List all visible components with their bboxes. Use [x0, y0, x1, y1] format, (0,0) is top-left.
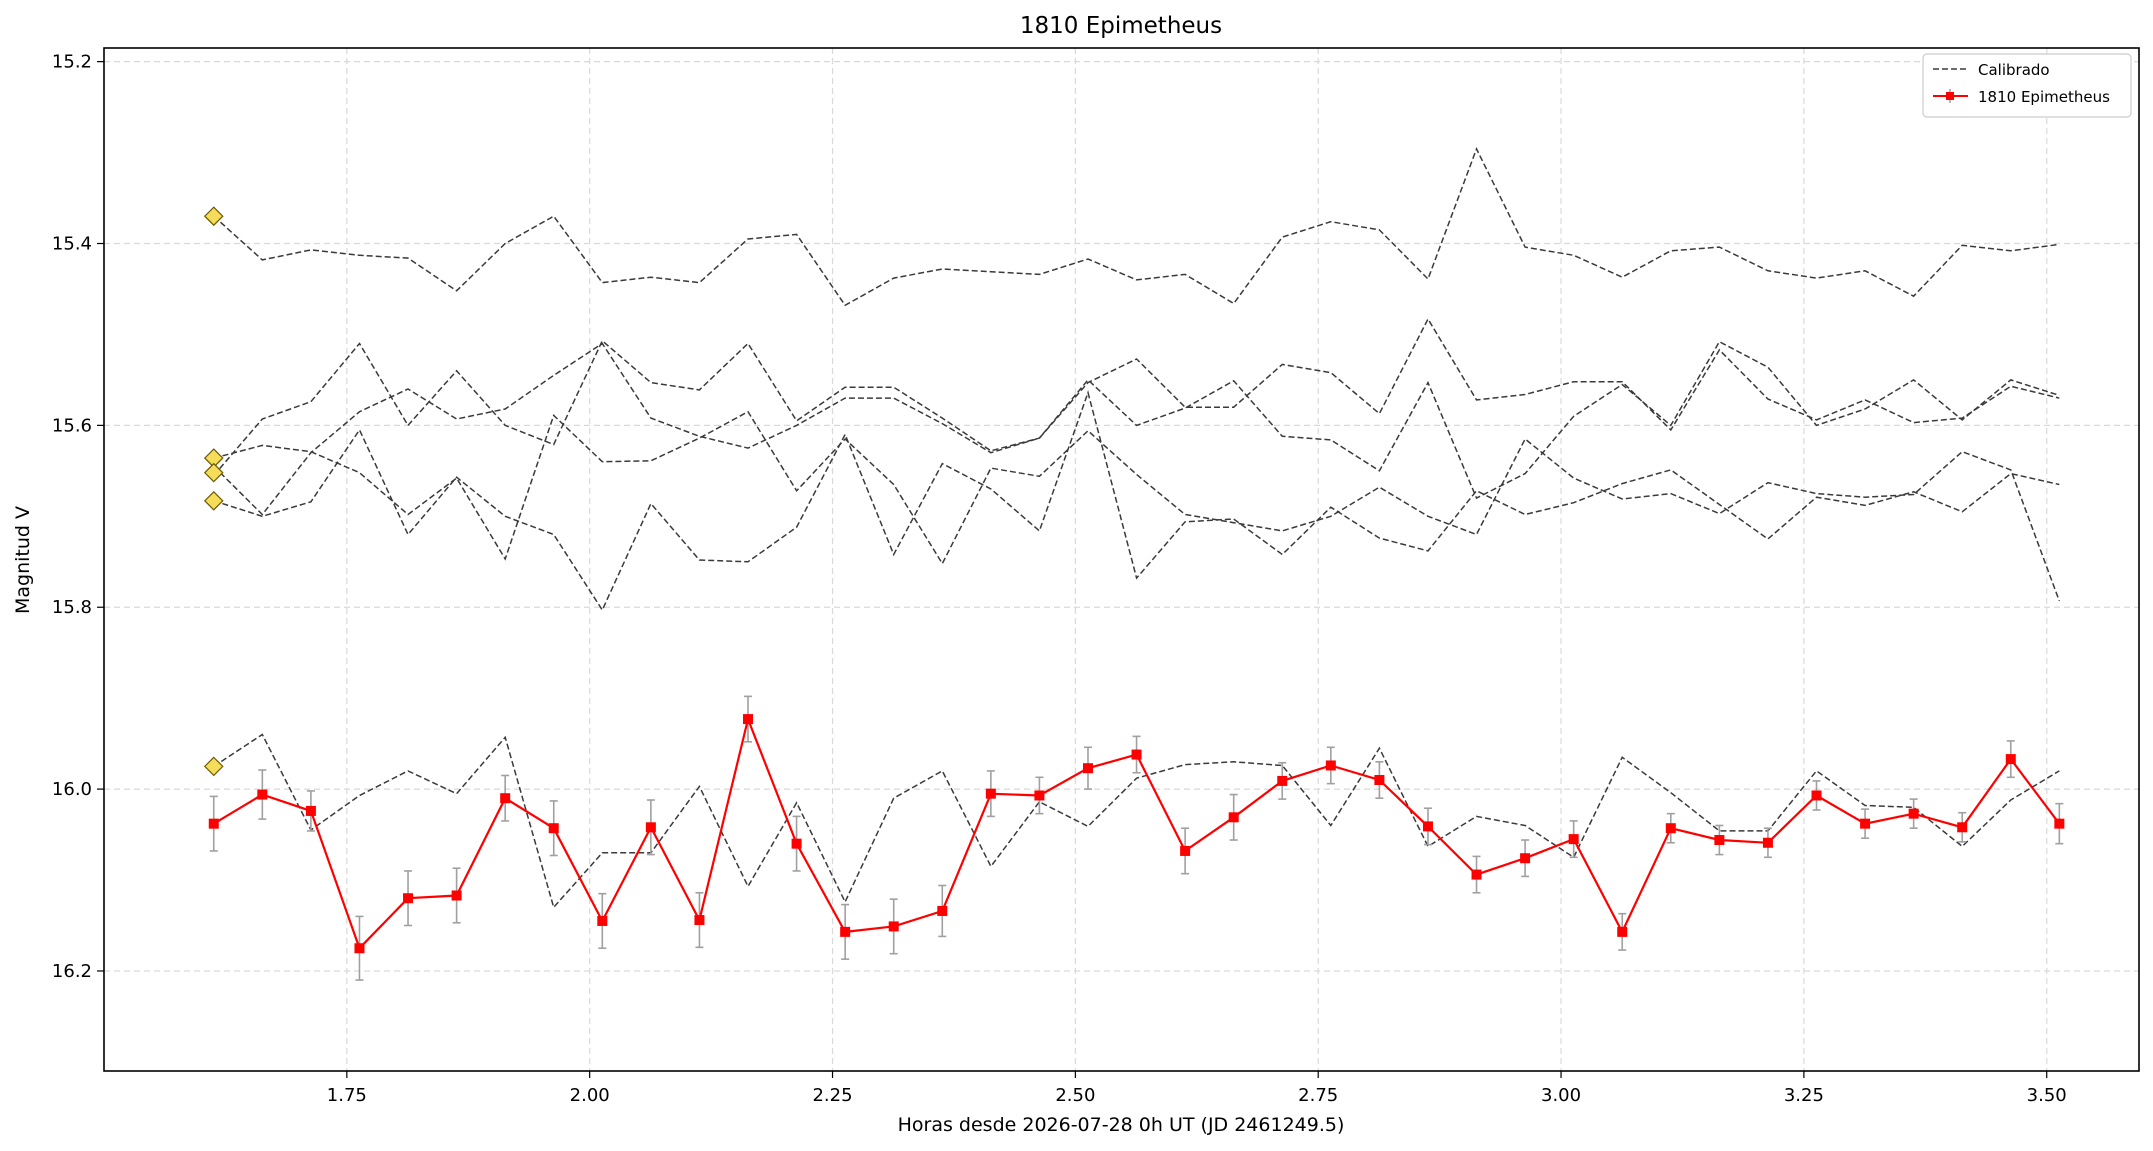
y-tick-label: 16.0 [52, 779, 92, 800]
target-point [1617, 926, 1628, 937]
x-axis-label: Horas desde 2026-07-28 0h UT (JD 2461249… [898, 1114, 1345, 1136]
target-point [1131, 749, 1142, 760]
chart-title: 1810 Epimetheus [1020, 13, 1222, 39]
target-point [1762, 837, 1773, 848]
target-point [743, 714, 754, 725]
comparison-series-line-2 [213, 339, 2060, 500]
series-layer [203, 147, 2065, 981]
target-point [403, 893, 414, 904]
legend-target-label: 1810 Epimetheus [1978, 88, 2110, 106]
target-point [354, 943, 365, 954]
target-point [451, 890, 462, 901]
x-tick-label: 2.00 [570, 1085, 610, 1106]
target-point [1714, 835, 1725, 846]
target-point [791, 838, 802, 849]
comparison-series-line-4 [213, 410, 2061, 602]
target-point [1568, 834, 1579, 845]
x-tick-label: 1.75 [327, 1085, 367, 1106]
target-point [1082, 763, 1093, 774]
target-point [1665, 823, 1676, 834]
target-point [1180, 845, 1191, 856]
target-point [1034, 790, 1045, 801]
reference-point [203, 756, 224, 777]
target-point [888, 921, 899, 932]
target-point [1325, 760, 1336, 771]
target-point [840, 926, 851, 937]
legend-target-marker [1946, 92, 1954, 100]
x-tick-label: 2.50 [1055, 1085, 1095, 1106]
reference-point [203, 490, 224, 511]
target-point [1374, 775, 1385, 786]
target-point [2005, 754, 2016, 765]
legend-calibrado-label: Calibrado [1978, 61, 2050, 79]
target-point [985, 788, 996, 799]
target-point [548, 823, 559, 834]
target-point [1811, 790, 1822, 801]
comparison-series-line-1 [213, 147, 2060, 307]
grid [104, 48, 2139, 1071]
reference-point [203, 206, 224, 227]
y-axis-label: Magnitud V [12, 506, 34, 614]
target-point [500, 793, 511, 804]
target-point [1422, 821, 1433, 832]
comparison-series-line-6 [213, 733, 2060, 909]
legend: Calibrado 1810 Epimetheus [1922, 53, 2132, 118]
target-point [1908, 808, 1919, 819]
x-tick-label: 3.25 [1784, 1085, 1824, 1106]
y-tick-label: 15.8 [52, 597, 92, 618]
x-tick-label: 2.25 [812, 1085, 852, 1106]
y-tick-label: 15.4 [52, 234, 92, 255]
comparison-series-line-3 [213, 317, 2060, 516]
x-tick-label: 3.00 [1541, 1085, 1581, 1106]
target-point [2054, 818, 2065, 829]
reference-point [203, 462, 224, 483]
target-point [1957, 822, 1968, 833]
target-point [694, 915, 705, 926]
comparison-series-line-5 [213, 390, 2060, 612]
target-point [597, 915, 608, 926]
target-point [937, 905, 948, 916]
x-tick-label: 3.50 [2027, 1085, 2067, 1106]
target-point [1860, 818, 1871, 829]
y-axis: 15.2 15.4 15.6 15.8 16.0 16.2 [52, 52, 104, 982]
target-point [1520, 853, 1531, 864]
legend-box [1922, 53, 2132, 118]
target-point [1277, 775, 1288, 786]
target-point [645, 822, 656, 833]
target-point [208, 818, 219, 829]
y-tick-label: 15.6 [52, 415, 92, 436]
target-point [305, 805, 316, 816]
x-tick-label: 2.75 [1298, 1085, 1338, 1106]
target-point [1471, 869, 1482, 880]
plot-frame [103, 47, 2140, 1072]
target-point [1228, 812, 1239, 823]
y-tick-label: 16.2 [52, 961, 92, 982]
x-axis: 1.75 2.00 2.25 2.50 2.75 3.00 3.25 3.50 [327, 1071, 2067, 1106]
target-point [257, 789, 268, 800]
y-tick-label: 15.2 [52, 52, 92, 73]
